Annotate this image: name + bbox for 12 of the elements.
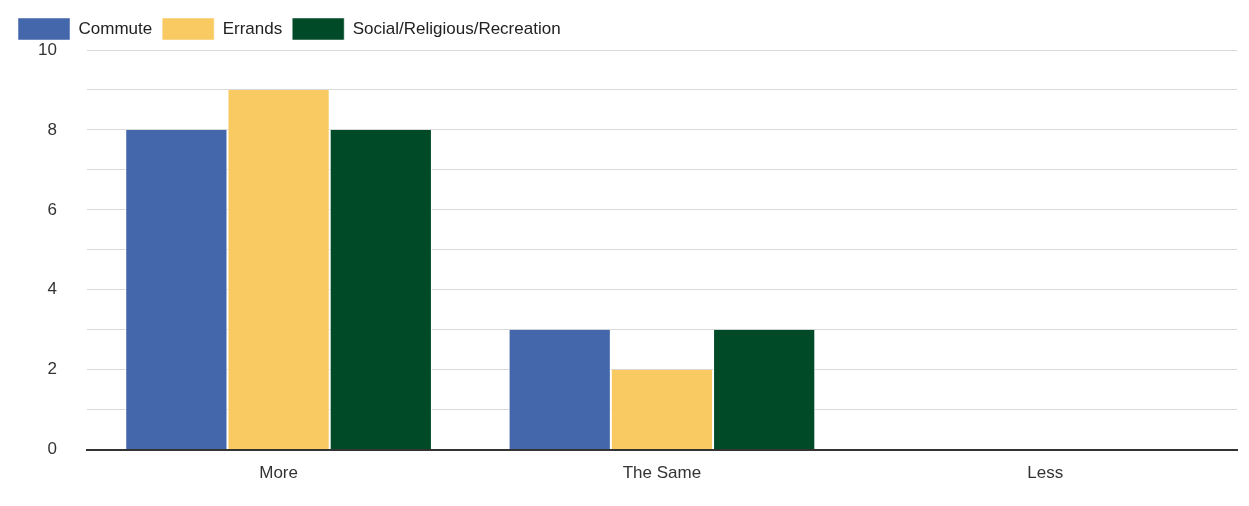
x-tick-label: The Same: [622, 463, 702, 483]
y-tick-label: 8: [47, 119, 57, 139]
y-tick-label: 6: [47, 199, 57, 219]
y-tick-label: 0: [47, 439, 57, 459]
legend-label: Errands: [222, 18, 283, 38]
y-tick-label: 2: [47, 359, 57, 379]
x-tick-label: More: [259, 463, 298, 483]
legend-label: Commute: [78, 18, 153, 38]
y-tick-label: 10: [37, 39, 57, 59]
x-tick-label: Less: [1027, 463, 1064, 483]
legend-label: Social/Religious/Recreation: [352, 18, 561, 38]
y-tick-label: 4: [47, 279, 57, 299]
